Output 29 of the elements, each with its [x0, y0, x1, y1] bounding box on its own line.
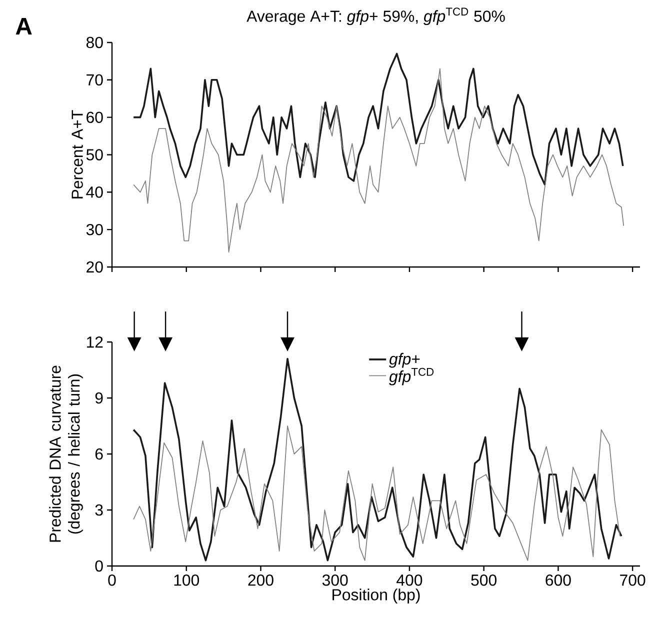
y-axis-title: Predicted DNA curvature (degrees / helical turn)	[49, 366, 83, 542]
y-tick-label: 9	[95, 392, 103, 404]
y-tick-label: 80	[86, 36, 103, 48]
y-tick-label: 0	[95, 560, 103, 572]
x-tick-label: 600	[546, 574, 571, 586]
x-tick-label: 0	[108, 574, 116, 586]
x-tick-label: 400	[396, 574, 422, 586]
y-axis-title: Percent A+T	[72, 110, 83, 198]
chart-title: Average A+T: gfp+ 59%, gfp$^{TCD}$ 50%	[246, 8, 505, 26]
text: A	[16, 18, 32, 34]
legend-label: gfp+	[389, 352, 420, 368]
y-tick-label: 6	[95, 448, 103, 460]
x-tick-label: 200	[248, 574, 274, 586]
y-tick-label: 50	[86, 149, 103, 160]
line-series	[133, 426, 620, 561]
x-tick-label: 700	[620, 574, 646, 586]
line-series	[133, 68, 624, 252]
y-tick-label: 20	[86, 261, 103, 273]
y-tick-label: 12	[86, 336, 103, 348]
x-tick-label: 500	[471, 574, 496, 586]
legend-label: gfp$^{TCD}$	[389, 368, 434, 386]
y-tick-label: 60	[86, 112, 103, 123]
x-tick-label: 300	[322, 574, 348, 586]
x-axis-title: Position (bp)	[332, 588, 420, 604]
y-tick-label: 30	[86, 224, 103, 236]
y-tick-label: 40	[86, 186, 103, 198]
x-tick-label: 100	[174, 574, 200, 586]
y-tick-label: 3	[95, 504, 103, 516]
y-tick-label: 70	[86, 74, 103, 86]
